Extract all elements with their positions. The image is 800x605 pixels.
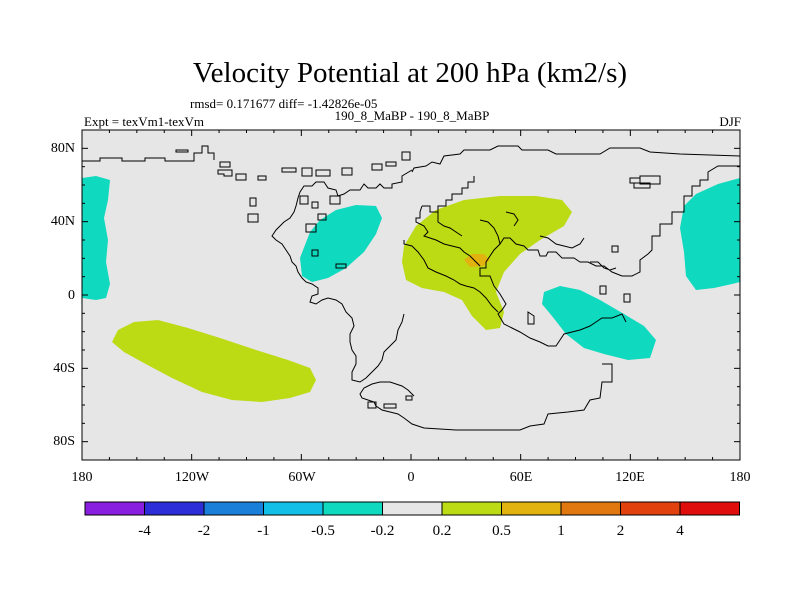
y-tick-label: 40N xyxy=(51,214,75,229)
colorbar-swatch xyxy=(679,501,740,516)
map-background xyxy=(82,130,740,460)
colorbar: -4 -2 -1 -0.5 -0.2 0.2 0.5 1 2 4 xyxy=(84,501,740,539)
case-label: 190_8_MaBP - 190_8_MaBP xyxy=(335,108,490,123)
map-panel xyxy=(81,129,741,461)
y-tick-label: 40S xyxy=(53,361,75,376)
figure-title: Velocity Potential at 200 hPa (km2/s) xyxy=(193,57,627,89)
x-tick-label: 0 xyxy=(408,470,415,485)
colorbar-swatch xyxy=(203,501,264,516)
experiment-label: Expt = texVm1-texVm xyxy=(84,114,204,129)
x-tick-label: 180 xyxy=(730,470,751,485)
contour-dateline-east xyxy=(680,178,740,290)
colorbar-swatch xyxy=(441,501,502,516)
colorbar-label: 1 xyxy=(557,523,565,539)
season-label: DJF xyxy=(719,114,741,129)
colorbar-swatch xyxy=(501,501,562,516)
coastlines xyxy=(82,145,740,431)
x-axis-labels: 180 120W 60W 0 60E 120E 180 xyxy=(72,470,751,485)
y-tick-label: 80N xyxy=(51,141,75,156)
stats-line: rmsd= 0.171677 diff= -1.42826e-05 xyxy=(190,96,377,111)
contour-fills xyxy=(82,176,740,402)
colorbar-swatch xyxy=(322,501,383,516)
colorbar-swatch xyxy=(84,501,145,516)
colorbar-swatch xyxy=(263,501,324,516)
colorbar-label: -2 xyxy=(198,523,211,539)
x-tick-label: 120W xyxy=(175,470,210,485)
y-tick-label: 0 xyxy=(68,288,75,303)
x-tick-label: 180 xyxy=(72,470,93,485)
map-ticks xyxy=(81,130,741,460)
colorbar-label: -0.2 xyxy=(371,523,395,539)
contour-indian-ocean xyxy=(542,286,656,360)
x-tick-label: 60E xyxy=(510,470,533,485)
contour-arabia-core xyxy=(464,254,490,267)
colorbar-swatch xyxy=(560,501,621,516)
colorbar-label: 2 xyxy=(617,523,625,539)
colorbar-label: -4 xyxy=(138,523,151,539)
contour-atlantic xyxy=(300,205,382,282)
colorbar-label: 4 xyxy=(676,523,684,539)
colorbar-label: -1 xyxy=(257,523,270,539)
colorbar-swatch xyxy=(620,501,681,516)
y-tick-label: 80S xyxy=(53,434,75,449)
colorbar-label: -0.5 xyxy=(311,523,335,539)
x-tick-label: 60W xyxy=(288,470,316,485)
colorbar-swatch xyxy=(382,501,443,516)
x-tick-label: 120E xyxy=(615,470,645,485)
colorbar-labels: -4 -2 -1 -0.5 -0.2 0.2 0.5 1 2 4 xyxy=(138,523,684,539)
contour-dateline-west xyxy=(82,176,110,300)
y-axis-labels: 80N 40N 0 40S 80S xyxy=(51,141,75,449)
colorbar-label: 0.5 xyxy=(492,523,511,539)
colorbar-swatch xyxy=(144,501,205,516)
colorbar-label: 0.2 xyxy=(433,523,452,539)
colorbar-swatches xyxy=(84,501,740,516)
contour-south-pacific xyxy=(112,320,316,402)
